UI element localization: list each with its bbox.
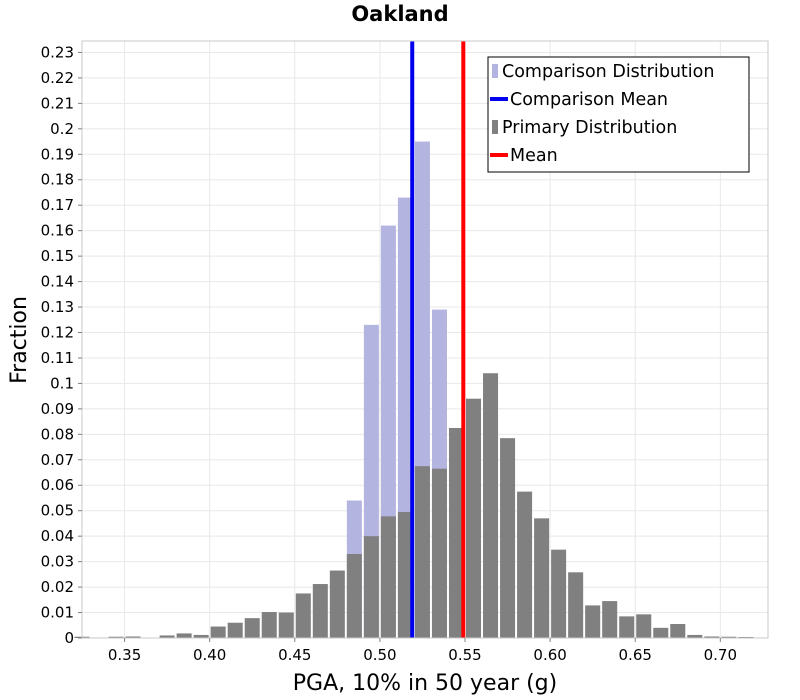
primary-bar [244, 618, 260, 638]
y-axis-title: Fraction [7, 296, 32, 384]
legend: Comparison Distribution Comparison Mean Pr… [487, 56, 750, 173]
primary-bar [670, 623, 686, 638]
primary-bar [363, 536, 379, 638]
legend-label: Mean [510, 146, 558, 166]
primary-bar [517, 491, 533, 638]
y-tick-label: 0.08 [41, 425, 74, 443]
primary-bar [346, 553, 362, 638]
y-tick-label: 0.07 [41, 451, 74, 469]
x-tick-label: 0.65 [619, 646, 652, 664]
primary-bar [193, 634, 209, 638]
primary-bar [704, 636, 720, 638]
legend-box [487, 56, 750, 173]
chart-title: Oakland [351, 2, 449, 26]
y-tick-label: 0.09 [41, 400, 74, 418]
primary-bar [125, 636, 141, 638]
y-tick-label: 0.06 [41, 476, 74, 494]
primary-bar [636, 614, 652, 638]
primary-bar [483, 373, 499, 638]
y-tick-label: 0.18 [41, 171, 74, 189]
x-tick-label: 0.55 [448, 646, 481, 664]
primary-bar [687, 634, 703, 638]
primary-bar [568, 572, 584, 638]
legend-label: Comparison Mean [510, 90, 668, 110]
primary-bar [397, 511, 413, 638]
y-tick-label: 0.13 [41, 298, 74, 316]
x-axis-ticks: 0.35 0.40 0.45 0.50 0.55 0.60 0.65 0.70 [108, 638, 737, 664]
x-tick-label: 0.40 [193, 646, 226, 664]
y-tick-label: 0.22 [41, 69, 74, 87]
primary-bar [278, 612, 294, 638]
y-tick-label: 0.14 [41, 273, 74, 291]
y-tick-label: 0.12 [41, 323, 74, 341]
y-tick-label: 0 [64, 629, 74, 647]
x-tick-label: 0.35 [108, 646, 141, 664]
legend-label: Primary Distribution [502, 118, 677, 138]
y-tick-label: 0.17 [41, 196, 74, 214]
legend-items: Comparison Distribution Comparison Mean Pr… [490, 62, 714, 166]
y-tick-label: 0.19 [41, 145, 74, 163]
y-tick-label: 0.02 [41, 578, 74, 596]
primary-bar [500, 438, 516, 638]
x-tick-label: 0.45 [278, 646, 311, 664]
primary-bar [466, 398, 482, 638]
primary-bar [585, 605, 601, 638]
y-tick-label: 0.04 [41, 527, 74, 545]
x-tick-label: 0.50 [363, 646, 396, 664]
primary-bar [227, 622, 243, 638]
y-tick-label: 0.11 [41, 349, 74, 367]
x-tick-label: 0.70 [704, 646, 737, 664]
legend-swatch-bar [492, 120, 498, 134]
primary-bar [312, 584, 328, 638]
y-tick-label: 0.01 [41, 604, 74, 622]
legend-swatch-bar [492, 64, 498, 78]
y-tick-label: 0.23 [41, 43, 74, 61]
mean-lines [410, 41, 466, 638]
primary-bar [448, 427, 465, 638]
primary-bar [534, 518, 550, 638]
primary-bar [329, 570, 345, 638]
primary-bars [74, 373, 754, 638]
primary-bar [653, 627, 669, 638]
y-tick-label: 0.1 [50, 374, 74, 392]
y-tick-label: 0.2 [50, 120, 74, 138]
primary-bar [210, 626, 226, 638]
y-tick-label: 0.05 [41, 502, 74, 520]
primary-bar [176, 633, 192, 638]
y-tick-label: 0.15 [41, 247, 74, 265]
primary-bar [295, 593, 311, 638]
plot-frame [81, 40, 769, 639]
primary-bar [108, 636, 124, 638]
primary-bar [551, 549, 567, 638]
y-tick-label: 0.16 [41, 222, 74, 240]
primary-bar [738, 636, 754, 638]
y-axis-ticks: 0 0.01 0.02 0.03 0.04 0.05 0.06 0.07 0.08 0.09 0.1… [41, 43, 82, 647]
primary-bar [261, 612, 277, 638]
primary-bar [159, 635, 175, 638]
y-tick-label: 0.03 [41, 553, 74, 571]
y-tick-label: 0.21 [41, 94, 74, 112]
primary-bar [721, 636, 737, 638]
x-tick-label: 0.60 [533, 646, 566, 664]
legend-label: Comparison Distribution [502, 62, 714, 82]
primary-bar [619, 616, 635, 638]
primary-bar [431, 468, 447, 638]
primary-bar [380, 516, 396, 638]
primary-bar [602, 601, 618, 638]
primary-bar [414, 466, 430, 638]
x-axis-title: PGA, 10% in 50 year (g) [293, 671, 557, 696]
